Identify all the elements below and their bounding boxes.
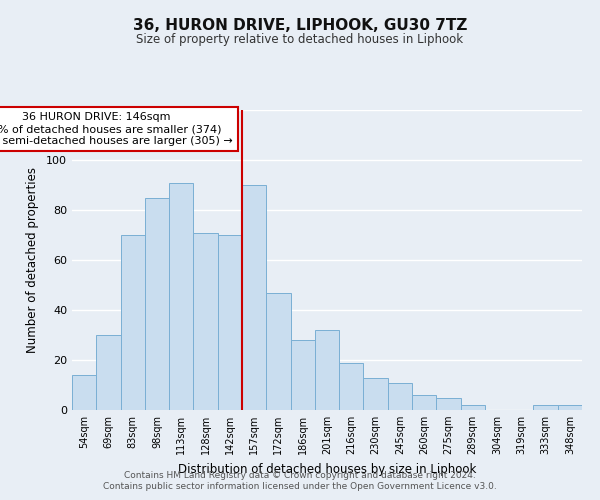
Bar xyxy=(461,405,485,410)
Bar xyxy=(193,232,218,410)
Y-axis label: Number of detached properties: Number of detached properties xyxy=(26,167,39,353)
X-axis label: Distribution of detached houses by size in Liphook: Distribution of detached houses by size … xyxy=(178,462,476,475)
Bar xyxy=(242,185,266,410)
Text: 36 HURON DRIVE: 146sqm
← 55% of detached houses are smaller (374)
45% of semi-de: 36 HURON DRIVE: 146sqm ← 55% of detached… xyxy=(0,112,233,146)
Bar xyxy=(266,292,290,410)
Bar xyxy=(558,405,582,410)
Bar xyxy=(364,378,388,410)
Bar xyxy=(72,375,96,410)
Bar xyxy=(121,235,145,410)
Text: Contains public sector information licensed under the Open Government Licence v3: Contains public sector information licen… xyxy=(103,482,497,491)
Text: Contains HM Land Registry data © Crown copyright and database right 2024.: Contains HM Land Registry data © Crown c… xyxy=(124,471,476,480)
Bar xyxy=(218,235,242,410)
Bar xyxy=(315,330,339,410)
Text: Size of property relative to detached houses in Liphook: Size of property relative to detached ho… xyxy=(136,32,464,46)
Bar xyxy=(145,198,169,410)
Bar xyxy=(388,382,412,410)
Bar xyxy=(290,340,315,410)
Bar xyxy=(96,335,121,410)
Bar xyxy=(339,362,364,410)
Bar xyxy=(412,395,436,410)
Bar xyxy=(533,405,558,410)
Bar xyxy=(169,182,193,410)
Text: 36, HURON DRIVE, LIPHOOK, GU30 7TZ: 36, HURON DRIVE, LIPHOOK, GU30 7TZ xyxy=(133,18,467,32)
Bar xyxy=(436,398,461,410)
